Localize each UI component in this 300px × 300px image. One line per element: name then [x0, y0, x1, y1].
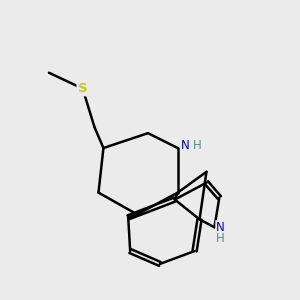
Text: H: H [193, 139, 202, 152]
Text: H: H [216, 232, 225, 245]
Text: N: N [181, 139, 190, 152]
Text: N: N [216, 221, 225, 234]
Text: S: S [78, 82, 87, 95]
